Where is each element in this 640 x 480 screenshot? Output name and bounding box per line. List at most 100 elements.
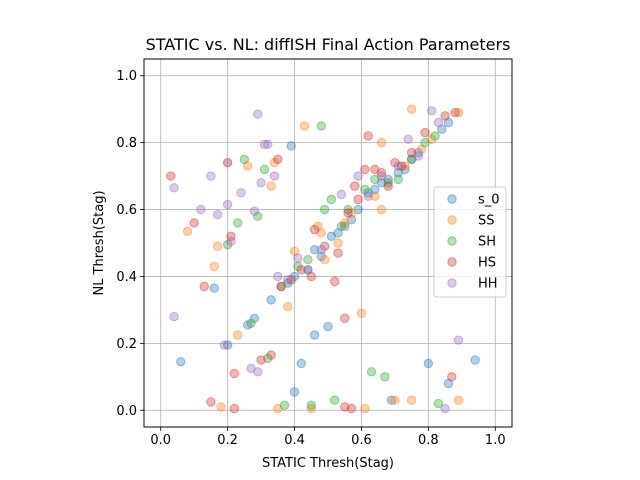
data-point — [253, 109, 263, 119]
data-point — [296, 358, 306, 369]
data-point — [269, 171, 280, 181]
data-point — [376, 204, 387, 215]
data-point — [406, 104, 417, 114]
x-tick-label: 0.0 — [150, 433, 171, 448]
data-point — [209, 261, 219, 272]
data-point — [383, 178, 393, 188]
data-point — [306, 403, 316, 414]
data-point — [420, 127, 430, 138]
data-point — [396, 161, 407, 171]
data-point — [306, 400, 316, 410]
data-point — [340, 313, 350, 323]
legend-label: HS — [478, 256, 496, 271]
data-point — [370, 174, 380, 185]
data-point — [450, 107, 460, 118]
data-point — [380, 372, 390, 382]
y-tick-label: 0.4 — [116, 270, 137, 285]
data-point — [433, 398, 444, 409]
data-point — [376, 168, 387, 178]
plot-frame — [143, 58, 513, 428]
data-point — [309, 330, 320, 340]
data-point — [222, 199, 233, 210]
data-point — [279, 400, 290, 410]
x-tick-label: 0.8 — [418, 433, 439, 448]
y-tick-label: 0.8 — [116, 136, 137, 151]
data-point — [169, 311, 179, 322]
data-point — [453, 335, 464, 345]
data-point — [326, 194, 337, 205]
data-point — [390, 395, 400, 405]
data-point — [370, 191, 380, 201]
data-point — [273, 271, 283, 282]
data-point — [286, 275, 296, 285]
data-point — [309, 224, 320, 235]
data-point — [437, 124, 447, 134]
legend-items: s_0 SS SH HS HH — [447, 193, 500, 292]
data-point — [413, 151, 424, 161]
data-point — [166, 171, 176, 181]
data-point — [263, 353, 273, 364]
data-point — [366, 367, 377, 377]
data-point — [316, 121, 327, 131]
data-point — [289, 387, 300, 397]
data-point — [319, 255, 330, 265]
data-point — [406, 154, 417, 165]
data-point — [283, 301, 293, 312]
x-tick-label: 0.6 — [351, 433, 372, 448]
data-point — [413, 147, 424, 158]
data-point — [236, 188, 246, 198]
data-point — [176, 357, 186, 367]
data-point — [360, 403, 370, 414]
series-ss — [182, 104, 464, 414]
data-point — [406, 147, 417, 158]
data-point — [403, 134, 413, 144]
data-point — [400, 164, 410, 175]
data-point — [336, 221, 347, 231]
axis-ticks: 0.0 0.2 0.4 0.6 0.8 1.0 0.0 0.2 0.4 0.6 0.8 1.0 — [116, 69, 505, 448]
data-point — [360, 184, 370, 195]
data-point — [346, 403, 357, 414]
data-point — [273, 403, 283, 414]
data-point — [470, 355, 480, 365]
data-point — [393, 168, 403, 178]
data-point — [333, 238, 343, 248]
data-point — [216, 402, 226, 412]
data-point — [289, 271, 300, 282]
data-point — [440, 403, 450, 414]
data-point — [333, 248, 343, 258]
data-point — [253, 211, 263, 221]
data-point — [333, 228, 343, 238]
data-point — [299, 121, 310, 131]
data-point — [239, 154, 250, 165]
legend-marker — [447, 194, 457, 204]
y-axis-label: NL Thresh(Stag) — [92, 190, 107, 295]
data-point — [319, 241, 330, 252]
data-point — [206, 397, 216, 407]
data-point — [226, 231, 236, 242]
data-point — [447, 372, 457, 382]
data-point — [433, 117, 444, 128]
data-point — [222, 340, 233, 350]
data-point — [443, 117, 454, 128]
legend-marker — [447, 215, 457, 225]
x-tick-label: 1.0 — [485, 433, 506, 448]
legend: s_0 SS SH HS HH — [433, 186, 507, 298]
data-point — [416, 144, 427, 155]
data-point — [222, 158, 233, 168]
series-hs — [166, 107, 460, 414]
data-point — [427, 134, 437, 144]
data-point — [340, 402, 350, 412]
legend-box — [433, 186, 507, 298]
data-point — [363, 191, 373, 201]
data-point — [169, 183, 179, 193]
y-tick-label: 0.6 — [116, 203, 137, 218]
data-point — [293, 253, 303, 263]
data-point — [406, 395, 417, 405]
data-point — [453, 107, 464, 118]
data-point — [370, 184, 380, 195]
data-point — [383, 174, 393, 185]
data-point — [222, 158, 233, 168]
data-point — [390, 158, 400, 168]
data-point — [222, 239, 233, 250]
